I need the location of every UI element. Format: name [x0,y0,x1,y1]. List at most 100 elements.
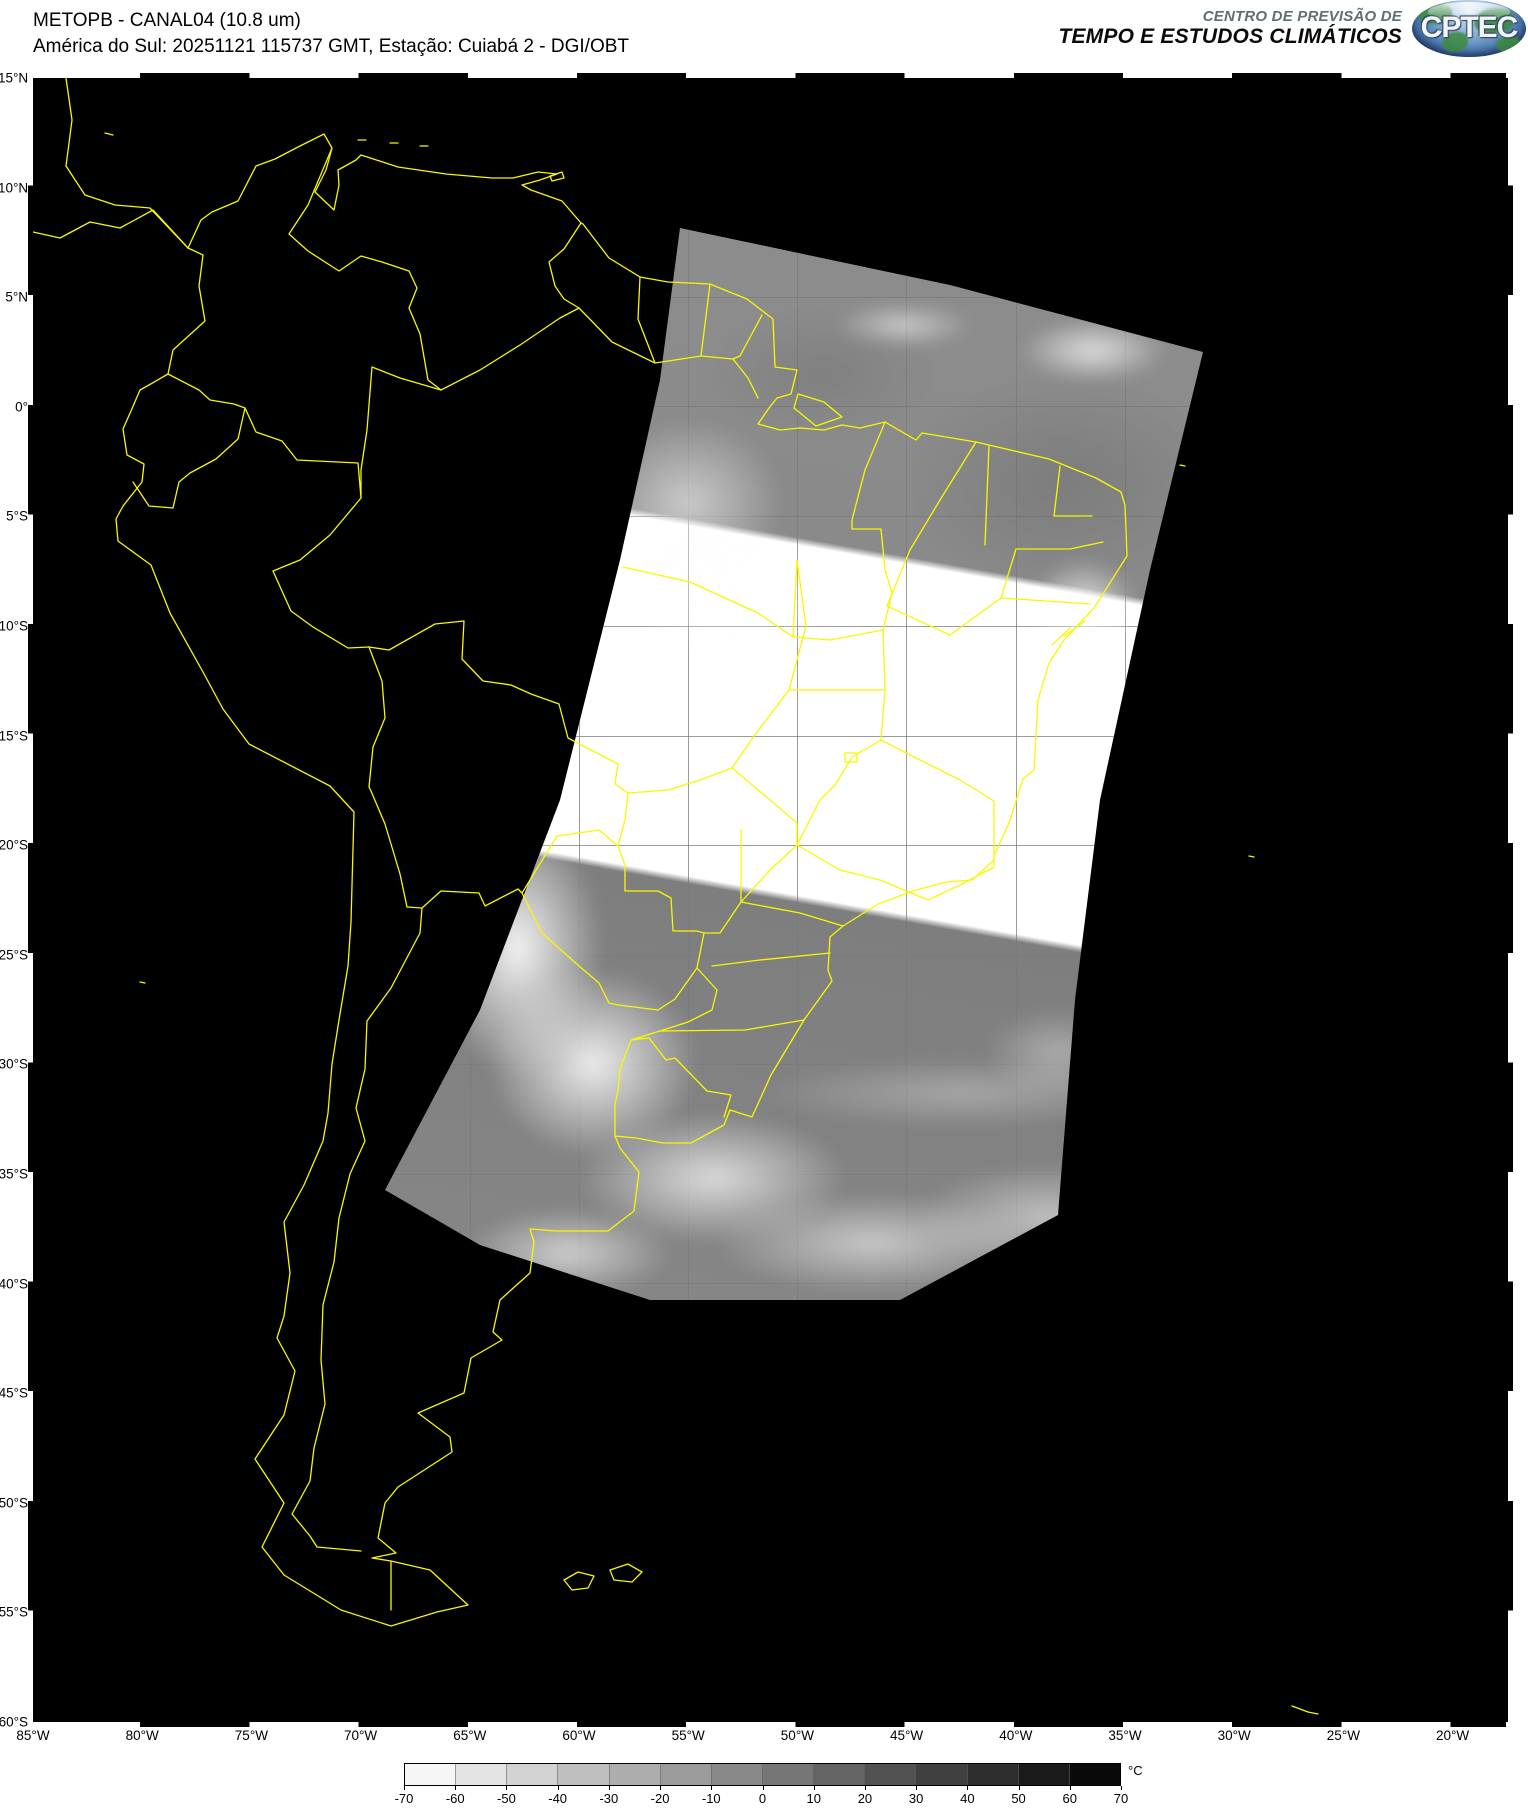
colorbar-unit-label: °C [1128,1763,1143,1778]
cloud-texture [753,1058,1173,1128]
graticule-meridian [1125,228,1126,1300]
logo-land-shape [1442,32,1468,52]
map-frame-bottom [31,1722,1506,1727]
colorbar-tick [1018,1786,1020,1790]
map-frame-top [31,73,1506,78]
colorbar-tick [813,1786,815,1790]
island-falklands [563,1563,643,1591]
colorbar-tick [864,1786,866,1790]
lon-label: 35°W [1108,1728,1142,1743]
logo-text: CPTEC [1420,11,1519,44]
colorbar-segment [558,1764,610,1785]
product-subtitle: América do Sul: 20251121 115737 GMT, Est… [33,36,629,57]
lat-label: 0° [15,399,28,415]
colorbar-tick-label: 20 [857,1791,873,1806]
colorbar-tick [916,1786,918,1790]
border-argentina-chile [291,907,423,1611]
border-ecuador-peru [132,407,246,509]
border-peru-brazil [272,497,370,649]
colorbar-segment [814,1764,866,1785]
cloud-texture [1018,318,1168,383]
lat-label: 55°S [0,1604,28,1620]
temperature-colorbar [404,1763,1121,1786]
map-frame-right [1508,76,1513,1720]
lat-label: 25°S [0,947,28,963]
coastline-central-america [33,78,189,249]
graticule-parallel [385,736,1203,737]
colorbar-tick [404,1786,405,1790]
colorbar-tick [762,1786,764,1790]
lon-label: 85°W [16,1728,50,1743]
lat-label: 10°N [0,180,29,196]
lat-label: 5°N [5,289,28,305]
colorbar-segment [456,1764,508,1785]
lat-label: 35°S [0,1166,28,1182]
colorbar-segment [405,1764,457,1785]
colorbar-tick-label: 40 [960,1791,975,1806]
island-south-georgia [1291,1705,1319,1715]
lon-label: 40°W [999,1728,1033,1743]
lat-label: 50°S [0,1495,28,1511]
lat-label: 15°N [0,70,29,86]
lat-label: 20°S [0,837,28,853]
colorbar-segment [1069,1764,1120,1785]
island-marks-caribbean [104,132,565,182]
lat-label: 45°S [0,1385,28,1401]
cloud-texture [903,378,1203,588]
colorbar-tick [711,1786,713,1790]
lon-label: 75°W [234,1728,268,1743]
map-canvas [33,78,1508,1722]
lon-label: 60°W [562,1728,596,1743]
satellite-swath-image [385,228,1203,1300]
lon-label: 30°W [1217,1728,1251,1743]
colorbar-segment [660,1764,712,1785]
lon-label: 80°W [125,1728,159,1743]
cloud-texture [713,308,933,438]
graticule-meridian [1016,228,1017,1300]
graticule-parallel [385,955,1203,956]
graticule-parallel [385,1064,1203,1065]
cloud-texture [618,528,848,658]
colorbar-tick [660,1786,662,1790]
graticule-parallel [385,297,1203,298]
lon-label: 45°W [890,1728,924,1743]
graticule-meridian [470,228,471,1300]
colorbar-tick-label: -50 [497,1791,516,1806]
colorbar-segment [609,1764,661,1785]
cptec-logo: CPTEC [1412,0,1526,57]
cloud-texture [463,1208,673,1298]
lon-label: 55°W [671,1728,705,1743]
lon-label: 20°W [1436,1728,1470,1743]
colorbar-tick-label: -70 [394,1791,414,1806]
lon-label: 50°W [780,1728,814,1743]
lat-label: 10°S [0,618,28,634]
colorbar-segment [711,1764,763,1785]
graticule-parallel [385,845,1203,846]
colorbar-tick-label: 10 [806,1791,821,1806]
colorbar-segment [865,1764,917,1785]
colorbar-tick-label: -40 [548,1791,568,1806]
colorbar-tick [455,1786,457,1790]
colorbar-tick-label: -60 [445,1791,465,1806]
colorbar-tick [967,1786,969,1790]
colorbar-tick [557,1786,559,1790]
title-block: METOPB - CANAL04 (10.8 um) América do Su… [33,8,629,60]
colorbar-segment [507,1764,559,1785]
colorbar-segment [916,1764,968,1785]
lon-label: 70°W [344,1728,378,1743]
colorbar-segment [967,1764,1019,1785]
lat-label: 60°S [0,1714,28,1730]
colorbar-tick [506,1786,508,1790]
border-venezuela-colombia [288,147,442,391]
lat-label: 30°S [0,1056,28,1072]
colorbar-tick-label: -30 [599,1791,619,1806]
org-name-line2: TEMPO E ESTUDOS CLIMÁTICOS [1058,25,1402,48]
colorbar-tick [1121,1786,1122,1790]
graticule-parallel [385,1283,1203,1284]
colorbar-tick [1069,1786,1071,1790]
colorbar-tick [608,1786,610,1790]
colorbar-tick-label: 70 [1113,1791,1129,1806]
logo-land-shape [1496,36,1520,52]
colorbar-tick-label: 60 [1062,1791,1078,1806]
colorbar-tick-label: 0 [758,1791,767,1806]
